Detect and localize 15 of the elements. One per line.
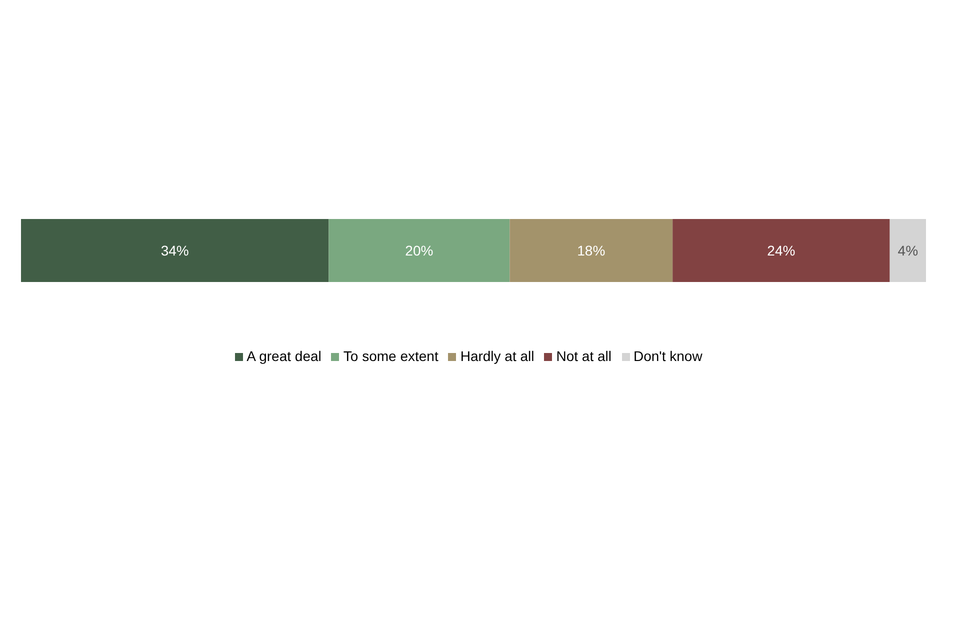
bar bbox=[21, 219, 329, 282]
data-label: 24% bbox=[767, 242, 796, 258]
bar bbox=[510, 219, 673, 282]
data-label: 4% bbox=[898, 242, 918, 258]
bar bbox=[328, 219, 510, 282]
data-label: 20% bbox=[405, 242, 434, 258]
bar bbox=[672, 219, 890, 282]
bar bbox=[890, 219, 926, 282]
legend-label: Not at all bbox=[556, 348, 612, 364]
legend-label: Don't know bbox=[634, 348, 702, 364]
legend-label: To some extent bbox=[343, 348, 438, 364]
data-label: 34% bbox=[160, 242, 189, 258]
data-label: 18% bbox=[577, 242, 606, 258]
legend-label: Hardly at all bbox=[460, 348, 534, 364]
legend-label: A great deal bbox=[246, 348, 322, 364]
